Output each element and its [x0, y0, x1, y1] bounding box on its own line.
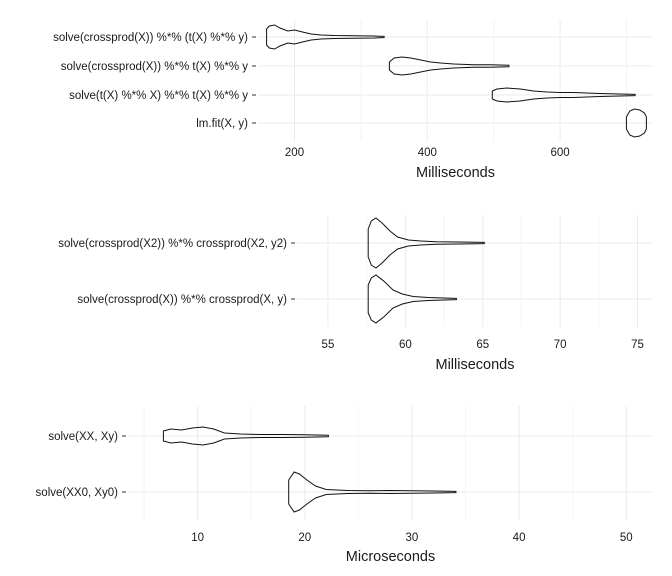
- category-label: solve(crossprod(X)) %*% t(X) %*% y: [61, 61, 248, 73]
- category-label: solve(XX0, Xy0): [36, 487, 119, 499]
- x-tick-label: 400: [418, 147, 437, 159]
- x-axis-title: Microseconds: [346, 549, 435, 565]
- x-tick-label: 65: [476, 339, 489, 351]
- violin-3: [491, 87, 636, 103]
- category-label: solve(crossprod(X)) %*% (t(X) %*% y): [53, 32, 248, 44]
- x-tick-label: 20: [298, 532, 311, 544]
- category-label: lm.fit(X, y): [196, 118, 248, 130]
- violin-1: [162, 426, 329, 446]
- x-axis-title: Milliseconds: [436, 357, 515, 373]
- category-label: solve(crossprod(X2)) %*% crossprod(X2, y…: [58, 238, 287, 250]
- x-tick-label: 55: [322, 339, 335, 351]
- panel-3: solve(XX, Xy) solve(XX0, Xy0) 10 20 30 40 50 Mi…: [36, 406, 653, 565]
- x-tick-label: 60: [399, 339, 412, 351]
- category-label: solve(crossprod(X)) %*% crossprod(X, y): [77, 294, 287, 306]
- x-tick-label: 200: [285, 147, 304, 159]
- violin-2: [388, 56, 510, 76]
- x-tick-label: 75: [631, 339, 644, 351]
- panel-1: solve(crossprod(X)) %*% (t(X) %*% y) solv…: [53, 20, 653, 181]
- x-tick-label: 10: [191, 532, 204, 544]
- violin-2: [367, 274, 457, 324]
- violin-1: [266, 24, 385, 50]
- x-tick-label: 30: [406, 532, 419, 544]
- category-label: solve(XX, Xy): [48, 431, 118, 443]
- violin-1: [367, 217, 485, 269]
- x-axis-title: Milliseconds: [416, 165, 495, 181]
- x-tick-label: 40: [513, 532, 526, 544]
- x-tick-label: 600: [550, 147, 569, 159]
- violin-2: [288, 471, 457, 513]
- category-label: solve(t(X) %*% X) %*% t(X) %*% y: [69, 90, 248, 102]
- panel-2: solve(crossprod(X2)) %*% crossprod(X2, y…: [58, 215, 653, 373]
- x-tick-label: 70: [554, 339, 567, 351]
- violin-4: [625, 108, 647, 138]
- x-tick-label: 50: [620, 532, 633, 544]
